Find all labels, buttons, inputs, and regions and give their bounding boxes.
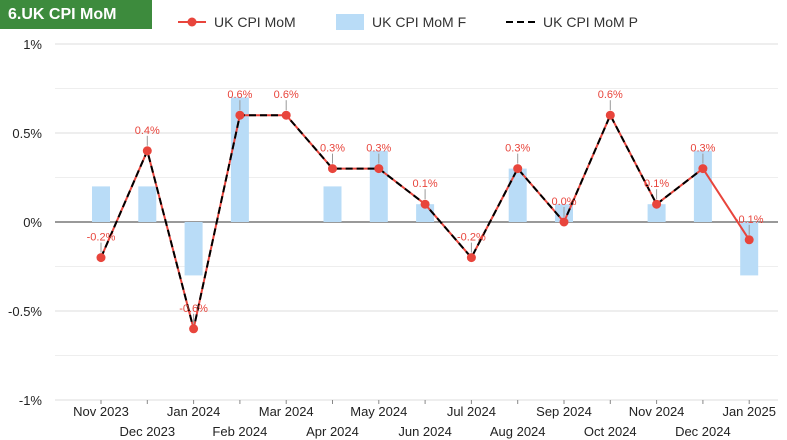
data-labels: -0.2% 0.4% -0.6% 0.6% 0.6% 0.3% 0.3% 0.1% -0.2% 0… [87,89,764,324]
data-point [189,324,199,334]
legend-label: UK CPI MoM [214,14,296,30]
data-point [374,164,384,174]
data-point [328,164,337,174]
data-label: -0.2% [457,232,486,244]
bar [508,168,527,222]
data-label: 0.1% [413,178,438,190]
x-tick-label: Jun 2024 [398,424,452,439]
x-tick-label: Dec 2024 [675,424,731,439]
data-point [96,253,106,263]
data-point [513,164,523,174]
y-tick-label: 0% [23,215,42,230]
bar [138,186,157,222]
legend-label: UK CPI MoM P [543,14,638,30]
data-point [605,110,615,120]
y-axis: 1% 0.5% 0% -0.5% -1% [8,37,42,408]
data-label: 0.1% [644,178,669,190]
bar [230,97,249,222]
data-label: 0.3% [690,143,715,155]
y-tick-label: 0.5% [12,126,42,141]
x-tick-label: Aug 2024 [490,424,546,439]
bar [647,204,666,222]
data-label: 0.3% [320,143,345,155]
legend: UK CPI MoM UK CPI MoM F UK CPI MoM P [178,14,638,30]
dashed-line-series [100,112,704,330]
data-label: 0.4% [135,125,160,137]
data-label: 0.6% [598,89,623,101]
x-tick-label: Nov 2024 [629,404,685,419]
legend-item-uk-cpi-mom-f: UK CPI MoM F [336,14,466,30]
x-tick-label: Jul 2024 [447,404,496,419]
x-tick-label: Sep 2024 [536,404,592,419]
bar [740,222,759,276]
x-tick-label: Mar 2024 [259,404,314,419]
x-tick-label: Jan 2024 [167,404,221,419]
data-point [420,199,430,209]
data-point [142,146,152,156]
bar [92,186,110,222]
bar [184,222,203,276]
legend-item-uk-cpi-mom: UK CPI MoM [178,14,296,30]
data-label: 0.3% [505,143,530,155]
data-point [744,235,754,245]
data-label: 0.3% [366,143,391,155]
y-tick-label: -1% [19,393,43,408]
data-point [698,164,708,174]
legend-dot [187,17,197,27]
x-axis: Nov 2023 Dec 2023 Jan 2024 Feb 2024 Mar 2024… [73,400,776,439]
series-dashed-line [100,112,704,330]
data-label: -0.6% [179,303,208,315]
x-tick-label: May 2024 [350,404,407,419]
data-label: 0.6% [274,89,299,101]
x-tick-label: Feb 2024 [212,424,267,439]
x-tick-label: Oct 2024 [584,424,637,439]
x-tick-label: Jan 2025 [722,404,776,419]
bar [323,186,342,222]
legend-bar-swatch [336,14,364,30]
line-points [96,110,754,334]
y-tick-label: 1% [23,37,42,52]
x-tick-label: Dec 2023 [119,424,175,439]
data-point [559,217,569,227]
legend-label: UK CPI MoM F [372,14,466,30]
data-label: 0.6% [227,89,252,101]
legend-item-uk-cpi-mom-p: UK CPI MoM P [506,14,638,30]
gridlines [55,43,778,401]
bars-series [92,97,759,276]
chart-title: 6.UK CPI MoM [0,0,152,29]
x-tick-label: Apr 2024 [306,424,359,439]
data-point [235,110,245,120]
y-tick-label: -0.5% [8,304,42,319]
data-point [652,199,662,209]
data-point [281,110,291,120]
data-label: -0.1% [735,214,764,226]
x-tick-label: Nov 2023 [73,404,129,419]
data-label: 0.0% [551,196,576,208]
data-point [466,253,476,263]
data-label: -0.2% [87,232,116,244]
